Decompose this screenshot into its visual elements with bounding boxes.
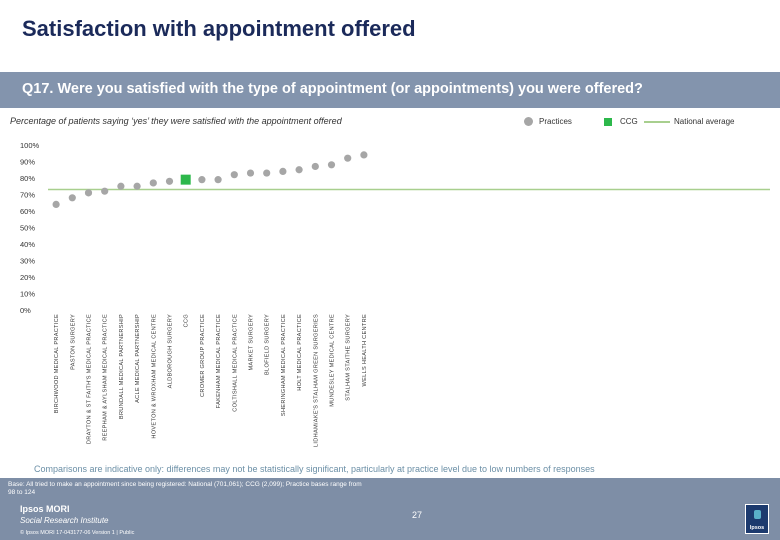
page-number: 27: [412, 510, 423, 520]
category-label: BIRCHWOOD MEDICAL PRACTICE: [54, 314, 60, 413]
category-label: FAKENHAM MEDICAL PRACTICE: [216, 314, 222, 408]
chart: 0% 10% 20% 30% 40% 50% 60% 70% 80% 90% 100% BIRCHWO…: [20, 141, 770, 447]
category-label: HOLT MEDICAL PRACTICE: [297, 314, 303, 391]
practice-point: [263, 169, 271, 177]
category-label: DRAYTON & ST FAITH'S MEDICAL PRACTICE: [87, 314, 93, 444]
category-label: COLTISHALL MEDICAL PRACTICE: [232, 314, 238, 412]
question-text: Q17. Were you satisfied with the type of…: [22, 81, 643, 97]
comparison-note: Comparisons are indicative only: differe…: [34, 464, 595, 474]
footer-bar: [0, 478, 780, 540]
practice-point: [214, 176, 222, 184]
base-note: Base: All tried to make an appointment s…: [8, 481, 362, 496]
y-tick-label: 30%: [20, 257, 35, 266]
category-label: HOVETON & WROXHAM MEDICAL CENTRE: [151, 314, 157, 439]
practice-point: [311, 162, 319, 171]
practice-point: [360, 151, 368, 159]
category-label: LIDHAM/AKE'S STALHAM GREEN SURGERIES: [313, 314, 319, 447]
practice-point: [149, 179, 157, 187]
chart-subtitle: Percentage of patients saying ‘yes’ they…: [10, 116, 342, 126]
practice-point: [230, 171, 238, 179]
legend-ccg: CCG: [604, 117, 638, 126]
practice-point: [327, 161, 336, 169]
legend-ccg-label: CCG: [620, 117, 638, 126]
category-label: PASTON SURGERY: [70, 314, 76, 370]
practice-point: [52, 200, 60, 208]
category-label: BRUNDALL MEDICAL PARTNERSHIP: [119, 314, 125, 419]
y-tick-label: 70%: [20, 191, 35, 200]
y-tick-label: 80%: [20, 174, 35, 183]
category-label: ACLE MEDICAL PARTNERSHIP: [135, 314, 141, 403]
question-bar: [0, 72, 780, 108]
y-tick-label: 40%: [20, 240, 35, 249]
y-tick-label: 10%: [20, 290, 35, 299]
category-label: MARKET SURGERY: [249, 314, 255, 371]
practice-point: [68, 194, 76, 202]
y-tick-label: 0%: [20, 306, 31, 315]
category-label: WELLS HEALTH CENTRE: [362, 314, 368, 386]
ipsos-logo-icon: Ipsos: [745, 504, 769, 534]
ipsos-logo-text: Ipsos: [749, 525, 765, 531]
legend-practices: Practices: [524, 117, 572, 127]
title-bar: [0, 0, 780, 62]
legend-ccg-marker-icon: [604, 117, 612, 126]
category-label: STALHAM STAITHE SURGERY: [346, 314, 352, 401]
category-label: ALDBOROUGH SURGERY: [168, 314, 174, 388]
practice-point: [246, 169, 255, 177]
copyright-text: © Ipsos MORI 17-043177-06 Version 1 | Pu…: [20, 530, 135, 536]
legend-national: National average: [644, 117, 734, 126]
y-tick-label: 60%: [20, 207, 35, 216]
practice-point: [198, 176, 206, 184]
category-label: BLOFIELD SURGERY: [265, 314, 271, 375]
category-label: REEPHAM & AYLSHAM MEDICAL PRACTICE: [103, 314, 109, 441]
category-label: CCG: [184, 314, 190, 327]
category-label: MUNDESLEY MEDICAL CENTRE: [330, 314, 336, 407]
category-label: CROMER GROUP PRACTICE: [200, 314, 206, 397]
ipsos-mori-logo: Ipsos MORI: [20, 504, 70, 514]
page-title: Satisfaction with appointment offered: [22, 16, 416, 41]
legend-practices-label: Practices: [539, 117, 572, 126]
practice-point: [344, 154, 352, 162]
legend-national-line-icon: [644, 120, 670, 123]
category-label: SHERINGHAM MEDICAL PRACTICE: [281, 314, 287, 416]
y-tick-label: 20%: [20, 273, 35, 282]
social-research-institute-logo: Social Research Institute: [20, 516, 109, 525]
ccg-point: [180, 174, 191, 185]
legend-practice-marker-icon: [524, 117, 533, 127]
practice-point: [101, 187, 109, 195]
practice-point: [84, 189, 93, 197]
practice-point: [295, 166, 303, 174]
y-tick-label: 90%: [20, 158, 35, 167]
y-tick-label: 50%: [20, 224, 35, 233]
practice-point: [133, 182, 141, 190]
legend-national-label: National average: [674, 117, 735, 126]
practice-point: [165, 177, 174, 185]
practice-point: [117, 182, 125, 190]
practice-point: [279, 167, 287, 175]
y-tick-label: 100%: [20, 141, 40, 150]
